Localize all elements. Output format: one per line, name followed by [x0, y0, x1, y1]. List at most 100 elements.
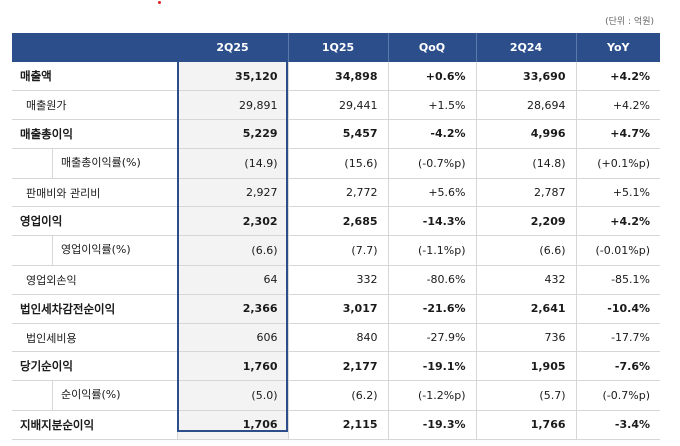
cell-yoy: +4.7%: [575, 119, 660, 149]
cell-1q25: 5,457: [287, 119, 388, 149]
cell-1q25: 34,898: [287, 62, 388, 92]
cell-2q25: (5.0): [176, 380, 288, 412]
cell-yoy: -85.1%: [575, 265, 660, 295]
row-cost-of-sales: 매출원가 29,891 29,441 +1.5% 28,694 +4.2%: [12, 90, 660, 121]
cell-2q24: 736: [475, 323, 576, 353]
row-non-operating: 영업외손익 64 332 -80.6% 432 -85.1%: [12, 265, 660, 295]
cell-2q24: 1,905: [475, 351, 576, 382]
cell-2q24: (14.8): [475, 148, 576, 179]
row-income-tax: 법인세비용 606 840 -27.9% 736 -17.7%: [12, 323, 660, 353]
row-controlling-net-income: 지배지분순이익 1,706 2,115 -19.3% 1,766 -3.4%: [12, 410, 660, 440]
row-label: 영업이익률(%): [52, 236, 167, 266]
cell-yoy: +4.2%: [575, 62, 660, 92]
cell-qoq: -27.9%: [387, 323, 476, 353]
cell-qoq: -21.6%: [387, 294, 476, 324]
cell-2q25: (6.6): [176, 235, 288, 267]
cell-qoq: -19.1%: [387, 351, 476, 382]
cell-qoq: (-1.1%p): [387, 235, 476, 267]
cell-1q25: 2,772: [287, 178, 388, 208]
cell-qoq: -80.6%: [387, 265, 476, 295]
header-2q25: 2Q25: [176, 33, 288, 62]
cell-yoy: +4.2%: [575, 206, 660, 237]
row-gross-profit: 매출총이익 5,229 5,457 -4.2% 4,996 +4.7%: [12, 119, 660, 149]
income-statement-table: 2Q25 1Q25 QoQ 2Q24 YoY 매출액 35,120 34,898…: [12, 33, 660, 440]
cell-1q25: 332: [287, 265, 388, 295]
cell-1q25: 29,441: [287, 90, 388, 121]
cell-2q24: 28,694: [475, 90, 576, 121]
cell-qoq: -14.3%: [387, 206, 476, 237]
cell-1q25: 2,177: [287, 351, 388, 382]
cell-qoq: (-0.7%p): [387, 148, 476, 179]
header-1q25: 1Q25: [287, 33, 388, 62]
cell-2q24: 2,641: [475, 294, 576, 324]
cell-qoq: +0.6%: [387, 62, 476, 92]
row-label: 영업외손익: [12, 265, 177, 295]
cell-yoy: (-0.01%p): [575, 235, 660, 267]
cell-2q25: 64: [176, 265, 288, 295]
cell-2q24: 4,996: [475, 119, 576, 149]
row-revenue: 매출액 35,120 34,898 +0.6% 33,690 +4.2%: [12, 62, 660, 92]
row-net-income: 당기순이익 1,760 2,177 -19.1% 1,905 -7.6%: [12, 351, 660, 382]
cell-qoq: -19.3%: [387, 410, 476, 440]
cell-1q25: (6.2): [287, 380, 388, 412]
cell-yoy: -10.4%: [575, 294, 660, 324]
cell-qoq: -4.2%: [387, 119, 476, 149]
red-dot-mark: [158, 1, 161, 4]
header-qoq: QoQ: [387, 33, 476, 62]
cell-2q24: 2,209: [475, 206, 576, 237]
cell-2q25: 2,302: [176, 206, 288, 237]
row-pretax-income: 법인세차감전순이익 2,366 3,017 -21.6% 2,641 -10.4…: [12, 294, 660, 324]
row-label: 당기순이익: [12, 351, 177, 382]
cell-2q24: 1,766: [475, 410, 576, 440]
row-label: 매출액: [12, 62, 177, 92]
cell-qoq: +5.6%: [387, 178, 476, 208]
cell-2q24: (6.6): [475, 235, 576, 267]
row-label: 판매비와 관리비: [12, 178, 177, 208]
row-label: 법인세비용: [12, 323, 177, 353]
cell-2q25: 2,366: [176, 294, 288, 324]
row-label: 매출원가: [12, 90, 177, 121]
row-label: 매출총이익: [12, 119, 177, 149]
cell-2q24: 432: [475, 265, 576, 295]
cell-2q25: 606: [176, 323, 288, 353]
cell-1q25: (7.7): [287, 235, 388, 267]
cell-2q25: 1,706: [176, 410, 288, 440]
cell-2q25: 5,229: [176, 119, 288, 149]
row-label: 매출총이익률(%): [52, 148, 167, 178]
header-blank: [12, 33, 177, 62]
row-sga: 판매비와 관리비 2,927 2,772 +5.6% 2,787 +5.1%: [12, 178, 660, 208]
cell-2q25: 2,927: [176, 178, 288, 208]
cell-2q24: 2,787: [475, 178, 576, 208]
cell-2q25: (14.9): [176, 148, 288, 179]
row-operating-margin: 영업이익률(%) (6.6) (7.7) (-1.1%p) (6.6) (-0.…: [12, 235, 660, 267]
cell-1q25: 840: [287, 323, 388, 353]
cell-1q25: 2,685: [287, 206, 388, 237]
cell-1q25: 2,115: [287, 410, 388, 440]
header-yoy: YoY: [575, 33, 660, 62]
cell-yoy: -3.4%: [575, 410, 660, 440]
row-label: 순이익률(%): [52, 381, 167, 411]
row-gross-margin: 매출총이익률(%) (14.9) (15.6) (-0.7%p) (14.8) …: [12, 148, 660, 179]
row-label: 영업이익: [12, 206, 177, 237]
cell-2q24: (5.7): [475, 380, 576, 412]
cell-yoy: (+0.1%p): [575, 148, 660, 179]
row-label: 지배지분순이익: [12, 410, 177, 440]
cell-yoy: +4.2%: [575, 90, 660, 121]
cell-1q25: (15.6): [287, 148, 388, 179]
cell-qoq: +1.5%: [387, 90, 476, 121]
row-label: 법인세차감전순이익: [12, 294, 177, 324]
unit-label: (단위 : 억원): [605, 17, 654, 27]
cell-1q25: 3,017: [287, 294, 388, 324]
row-net-margin: 순이익률(%) (5.0) (6.2) (-1.2%p) (5.7) (-0.7…: [12, 380, 660, 412]
cell-2q25: 1,760: [176, 351, 288, 382]
cell-yoy: +5.1%: [575, 178, 660, 208]
header-2q24: 2Q24: [475, 33, 576, 62]
cell-2q25: 35,120: [176, 62, 288, 92]
cell-2q25: 29,891: [176, 90, 288, 121]
cell-yoy: -7.6%: [575, 351, 660, 382]
header-row: 2Q25 1Q25 QoQ 2Q24 YoY: [12, 33, 660, 62]
cell-yoy: (-0.7%p): [575, 380, 660, 412]
row-operating-profit: 영업이익 2,302 2,685 -14.3% 2,209 +4.2%: [12, 206, 660, 237]
cell-2q24: 33,690: [475, 62, 576, 92]
cell-yoy: -17.7%: [575, 323, 660, 353]
